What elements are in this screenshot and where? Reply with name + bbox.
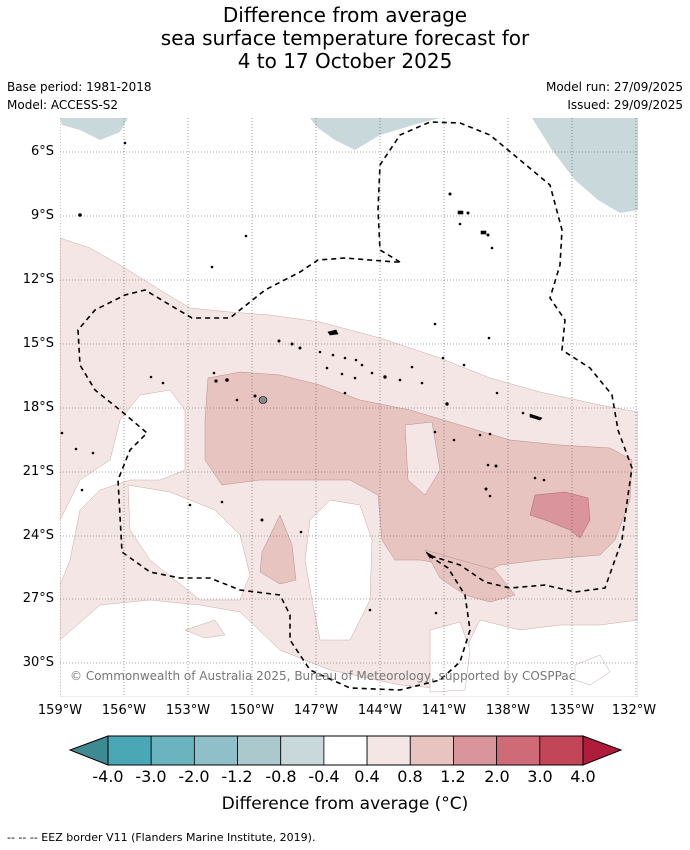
anomaly-band-1.2	[529, 491, 591, 539]
lat-tick-27s: 27°S	[22, 591, 54, 606]
colorbar-cell-8	[453, 735, 498, 766]
meta-left: Base period: 1981-2018 Model: ACCESS-S2	[7, 78, 152, 114]
neutral-hole-1	[60, 389, 186, 586]
anomaly-band-0.8-hole	[404, 421, 441, 496]
lon-tick-153w: 153°W	[165, 703, 211, 718]
cool-patch-nw	[60, 118, 128, 140]
colorbar-cell-1	[150, 735, 195, 766]
graticule	[60, 118, 638, 697]
colorbar-tick-5: -0.4	[308, 767, 340, 786]
colorbar-tick-3: -1.2	[221, 767, 253, 786]
colorbar-tick-1: -3.0	[135, 767, 167, 786]
lon-tick-144w: 144°W	[357, 703, 403, 718]
meta-right: Model run: 27/09/2025 Issued: 29/09/2025	[546, 78, 683, 114]
lon-tick-141w: 141°W	[421, 703, 467, 718]
colorbar-cells	[107, 735, 584, 766]
neutral-hole-5	[429, 621, 471, 693]
colorbar-cell-9	[496, 735, 541, 766]
eez-footnote: -- -- -- EEZ border V11 (Flanders Marine…	[7, 831, 316, 844]
neutral-hole-2	[127, 484, 251, 601]
colorbar-label: Difference from average (°C)	[221, 794, 469, 814]
title-line-2: sea surface temperature forecast for	[160, 26, 530, 50]
colorbar-tick-0: -4.0	[92, 767, 124, 786]
cool-patch-ne	[532, 118, 638, 213]
colorbar-cell-10	[539, 735, 584, 766]
lat-tick-18s: 18°S	[22, 400, 54, 415]
colorbar-cell-7	[409, 735, 454, 766]
neutral-hole-6	[184, 619, 226, 639]
colorbar-under-arrow	[68, 735, 109, 766]
colorbar-cell-6	[366, 735, 411, 766]
colorbar-cell-4	[280, 735, 325, 766]
issued-date: Issued: 29/09/2025	[567, 98, 683, 112]
neutral-hole-3	[304, 499, 373, 641]
title-line-3: 4 to 17 October 2025	[237, 49, 453, 73]
colorbar-over-arrow	[582, 735, 623, 766]
colorbar-cell-0	[107, 735, 152, 766]
lat-tick-15s: 15°S	[22, 336, 54, 351]
cool-patch-n	[310, 118, 440, 150]
colorbar-tick-9: 2.0	[484, 767, 510, 786]
lon-tick-156w: 156°W	[101, 703, 147, 718]
colorbar-tick-2: -2.0	[178, 767, 210, 786]
chart-title: Difference from average sea surface temp…	[0, 4, 690, 73]
lon-tick-159w: 159°W	[37, 703, 83, 718]
base-period: Base period: 1981-2018	[7, 80, 152, 94]
lon-tick-150w: 150°W	[229, 703, 275, 718]
colorbar-tick-4: -0.8	[265, 767, 297, 786]
colorbar-cell-2	[193, 735, 238, 766]
lon-tick-135w: 135°W	[549, 703, 595, 718]
colorbar-cell-5	[323, 735, 368, 766]
colorbar-cell-3	[237, 735, 282, 766]
eez-border	[77, 121, 633, 691]
colorbar-tick-11: 4.0	[570, 767, 596, 786]
colorbar-tick-8: 1.2	[440, 767, 466, 786]
lon-tick-132w: 132°W	[611, 703, 657, 718]
lat-tick-24s: 24°S	[22, 528, 54, 543]
lat-tick-6s: 6°S	[30, 144, 54, 159]
anomaly-band-0.8-west	[259, 514, 297, 585]
model-run: Model run: 27/09/2025	[545, 80, 683, 94]
map-area	[60, 118, 638, 697]
colorbar-outline	[107, 735, 584, 766]
colorbar	[68, 735, 623, 766]
lat-tick-9s: 9°S	[30, 208, 54, 223]
neutral-hole-7	[574, 654, 611, 686]
lon-tick-147w: 147°W	[293, 703, 339, 718]
colorbar-tick-7: 0.8	[397, 767, 423, 786]
lat-tick-12s: 12°S	[22, 272, 54, 287]
copyright-notice: © Commonwealth of Australia 2025, Bureau…	[70, 669, 576, 683]
colorbar-tick-10: 3.0	[527, 767, 553, 786]
title-line-1: Difference from average	[222, 3, 468, 27]
colorbar-tick-6: 0.4	[354, 767, 380, 786]
lon-tick-138w: 138°W	[485, 703, 531, 718]
islands	[60, 141, 546, 615]
model-name: Model: ACCESS-S2	[7, 98, 119, 112]
lat-tick-30s: 30°S	[22, 655, 54, 670]
lat-tick-21s: 21°S	[22, 464, 54, 479]
